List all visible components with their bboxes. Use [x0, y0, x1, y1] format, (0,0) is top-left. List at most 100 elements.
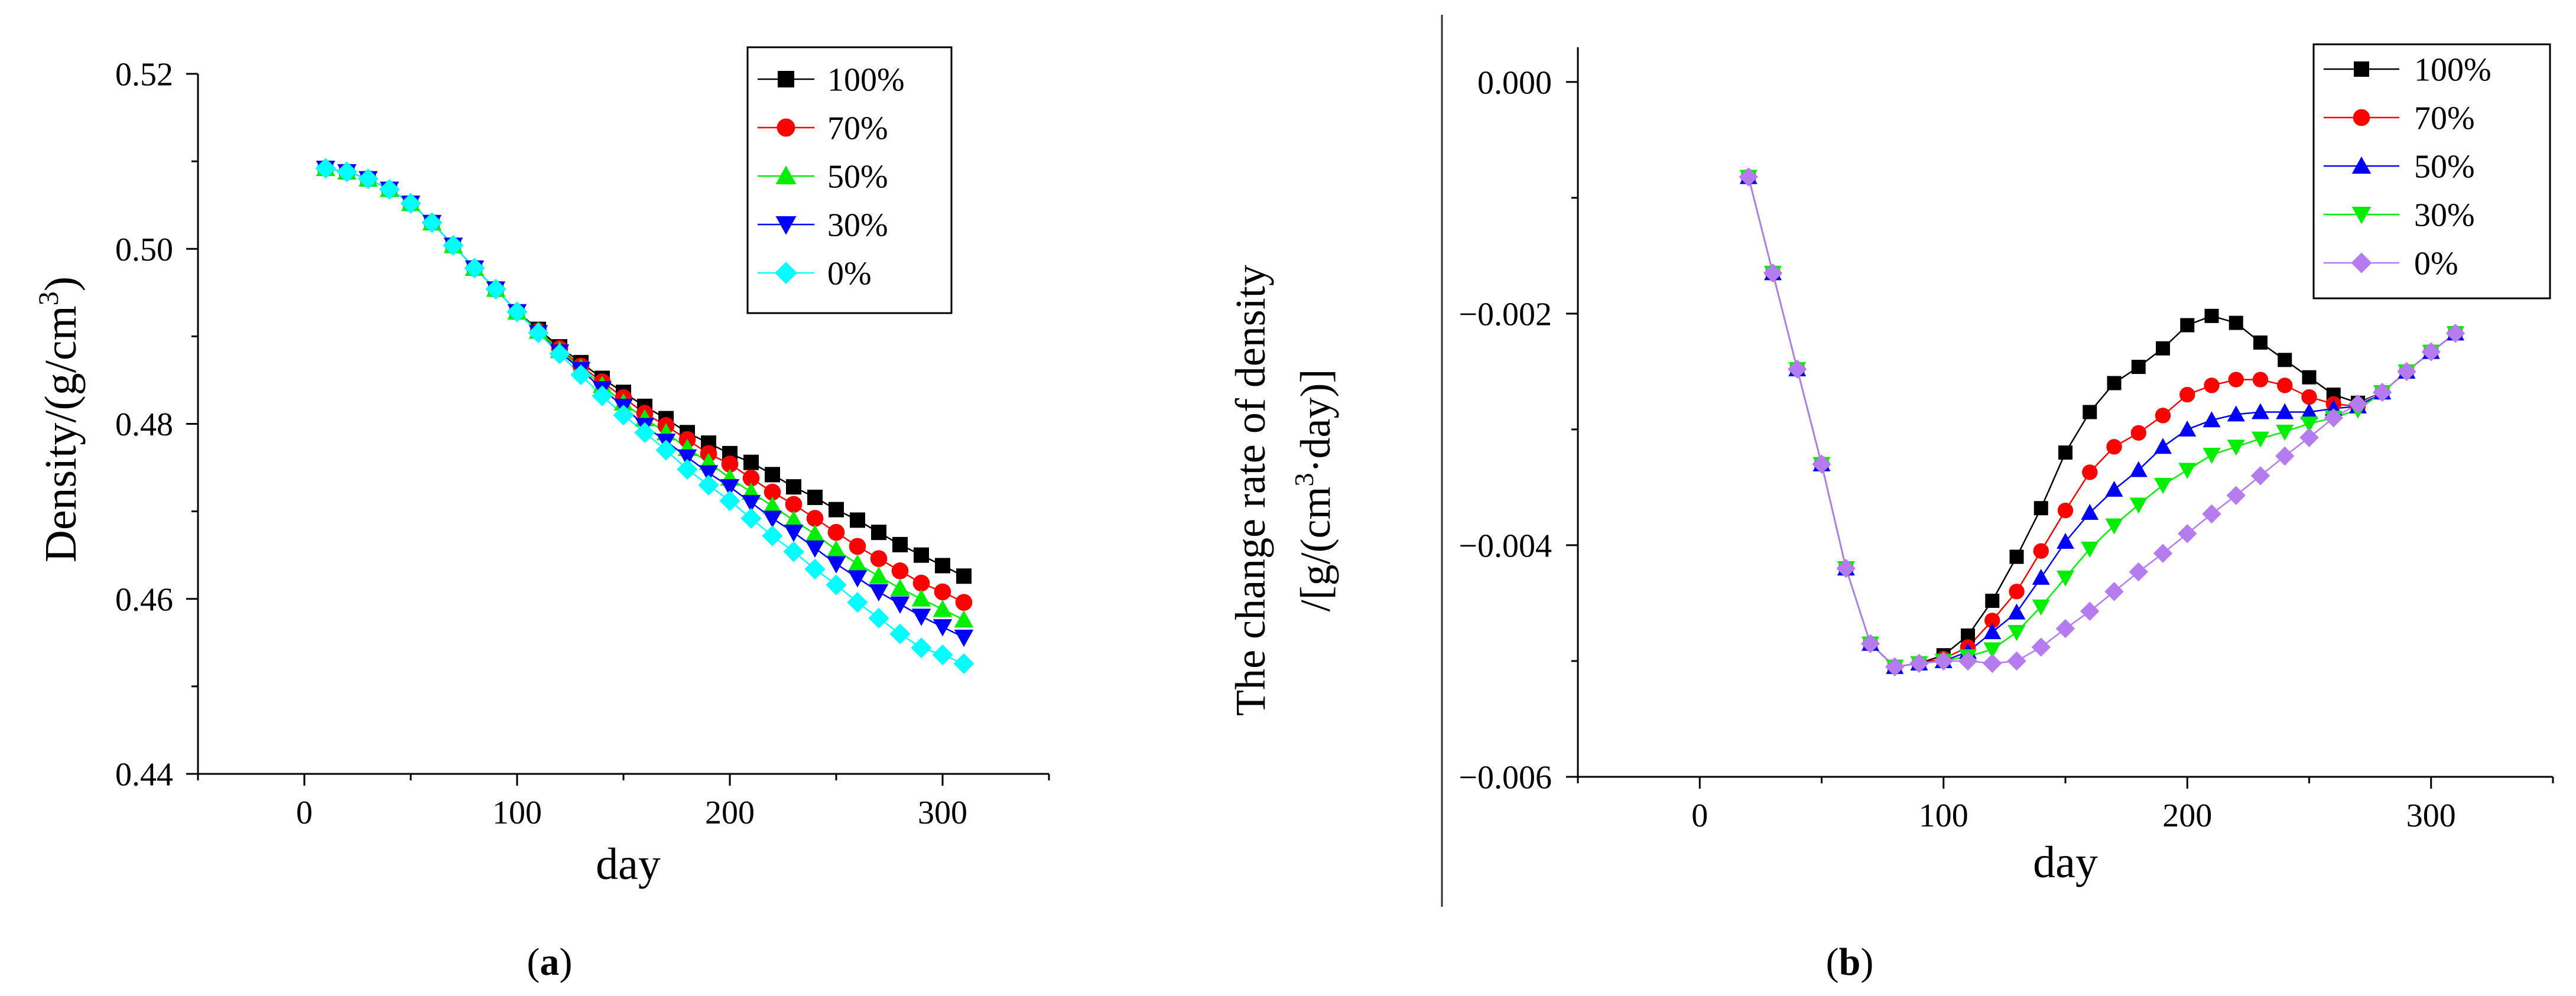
panel-a-legend: 100% 70% 50% 30% 0%	[746, 46, 953, 314]
panel-b-data-point	[2178, 463, 2197, 479]
panel-b-legend-label: 50%	[2414, 149, 2475, 185]
panel-a-x-tick-label: 0	[296, 795, 313, 831]
panel-b-y-axis-label-line2: /[g/(cm3·day)]	[1289, 369, 1339, 612]
panel-b-data-point	[2129, 497, 2148, 514]
panel-b-data-point	[2058, 445, 2073, 460]
panel-b-legend-box	[2312, 43, 2551, 300]
panel-a-data-point	[336, 161, 358, 183]
panel-b-x-tick-label: 0	[1691, 798, 1708, 834]
panel-b-data-point	[1836, 558, 1856, 578]
panel-b-caption-letter: b	[1839, 940, 1861, 984]
panel-b-data-point	[2131, 360, 2146, 375]
panel-b-data-point	[2227, 440, 2245, 456]
panel-b-caption-open: (	[1826, 940, 1839, 984]
panel-a-series-layer	[315, 158, 974, 674]
panel-a-data-point	[784, 525, 804, 542]
panel-b-data-point	[1983, 623, 2002, 639]
panel-a-data-point	[956, 568, 972, 584]
panel-a-data-point	[953, 653, 974, 674]
panel-a-data-point	[890, 578, 910, 596]
panel-a-y-axis-label-tail: )	[36, 276, 86, 291]
panel-b-data-point	[2178, 524, 2197, 543]
panel-b-x-tick-label: 200	[2162, 798, 2212, 834]
panel-a-data-point	[955, 594, 973, 611]
panel-b-data-point	[1763, 263, 1783, 283]
panel-b-data-point	[2276, 403, 2294, 419]
panel-b-data-point	[2397, 362, 2416, 382]
panel-a-x-tick-label: 200	[705, 795, 755, 831]
panel-b-data-point	[2130, 425, 2146, 441]
panel-a-data-point	[762, 525, 783, 546]
panel-b-data-point	[2299, 428, 2319, 447]
panel-a-data-point	[784, 510, 804, 528]
panel-a-data-point	[721, 455, 739, 473]
panel-b-data-point	[1985, 594, 2000, 608]
panel-b-data-point	[2106, 439, 2122, 455]
panel-b-data-point	[2203, 448, 2221, 464]
panel-a-data-point	[934, 583, 951, 601]
panel-a-data-point	[464, 258, 485, 279]
panel-a-caption-letter: a	[540, 940, 560, 984]
panel-a-legend-label: 0%	[827, 256, 872, 292]
panel-a-legend-label: 50%	[827, 159, 888, 196]
panel-a-data-point	[890, 596, 910, 614]
panel-b-data-point	[2277, 377, 2293, 393]
panel-a-data-point	[400, 193, 421, 214]
panel-b-y-tick-label: −0.004	[1458, 528, 1552, 565]
panel-a-data-point	[742, 470, 760, 487]
panel-b-data-point	[2252, 431, 2269, 448]
panel-b-x-tick-label: 100	[1919, 798, 1968, 834]
panel-a-legend-label: 70%	[827, 110, 888, 147]
panel-b-data-point	[2275, 446, 2295, 466]
panel-b-data-point	[2276, 424, 2294, 441]
panel-a-y-tick-label: 0.46	[115, 581, 173, 618]
panel-a-data-point	[870, 550, 888, 567]
panel-b-y-tick-label: −0.002	[1458, 296, 1552, 333]
panel-a-y-tick-label: 0.44	[115, 757, 173, 793]
panel-a-legend-marker	[778, 71, 794, 87]
panel-a-data-point	[911, 589, 931, 607]
panel-a-data-point	[871, 525, 886, 541]
panel-a-data-point	[379, 178, 400, 200]
panel-a-data-point	[869, 584, 889, 602]
panel-a-legend-label: 30%	[827, 207, 888, 244]
panel-b-data-point	[2203, 411, 2221, 428]
panel-b-data-point	[2155, 408, 2171, 424]
panel-a-data-point	[847, 570, 868, 588]
panel-b-y-axis-label-line2-tail: ·day)]	[1292, 369, 1339, 473]
panel-a-legend-marker	[777, 118, 795, 137]
panel-a-data-point	[358, 168, 379, 190]
panel-a-data-point	[421, 212, 443, 233]
panel-a-data-point	[807, 489, 823, 505]
panel-a-data-point	[829, 502, 844, 517]
panel-a-data-point	[762, 510, 782, 528]
panel-b-data-point	[1984, 613, 2000, 629]
panel-b-data-point	[2204, 308, 2219, 323]
panel-b-data-point	[2180, 318, 2195, 333]
panel-b-data-point	[2104, 582, 2124, 601]
panel-a-data-point	[826, 574, 847, 595]
panel-a-data-point	[933, 600, 953, 617]
panel-a-data-point	[485, 278, 506, 300]
panel-a-y-tick-label: 0.52	[115, 57, 173, 93]
panel-a-y-axis-label-superscript: 3	[33, 291, 64, 305]
panel-b-data-point	[2153, 543, 2173, 563]
panel-a-data-point	[719, 490, 740, 512]
panel-a-data-point	[570, 364, 592, 386]
panel-b-data-point	[2301, 389, 2317, 405]
panel-a-axes: 0 100 200 300 0.44 0.46 0.48 0.50 0.52	[115, 57, 1050, 831]
panel-a-data-point	[891, 562, 909, 580]
panel-b-legend: 100% 70% 50% 30% 0%	[2312, 43, 2551, 300]
panel-b-data-point	[1934, 651, 1953, 671]
panel-b-data-point	[2278, 353, 2292, 367]
panel-b-x-axis-label: day	[2033, 838, 2098, 887]
panel-b-series-layer	[1739, 167, 2465, 676]
panel-a-y-tick-label: 0.50	[115, 232, 173, 268]
panel-b-data-point	[2057, 502, 2074, 519]
panel-a-y-axis-label-main: Density/(g/cm	[36, 305, 86, 562]
panel-b-x-tick-label: 300	[2406, 798, 2456, 834]
panel-b-data-point	[2009, 549, 2024, 564]
panel-a-legend-marker	[775, 216, 797, 235]
panel-b-data-point	[2373, 382, 2392, 402]
panel-a-data-point	[443, 235, 464, 256]
